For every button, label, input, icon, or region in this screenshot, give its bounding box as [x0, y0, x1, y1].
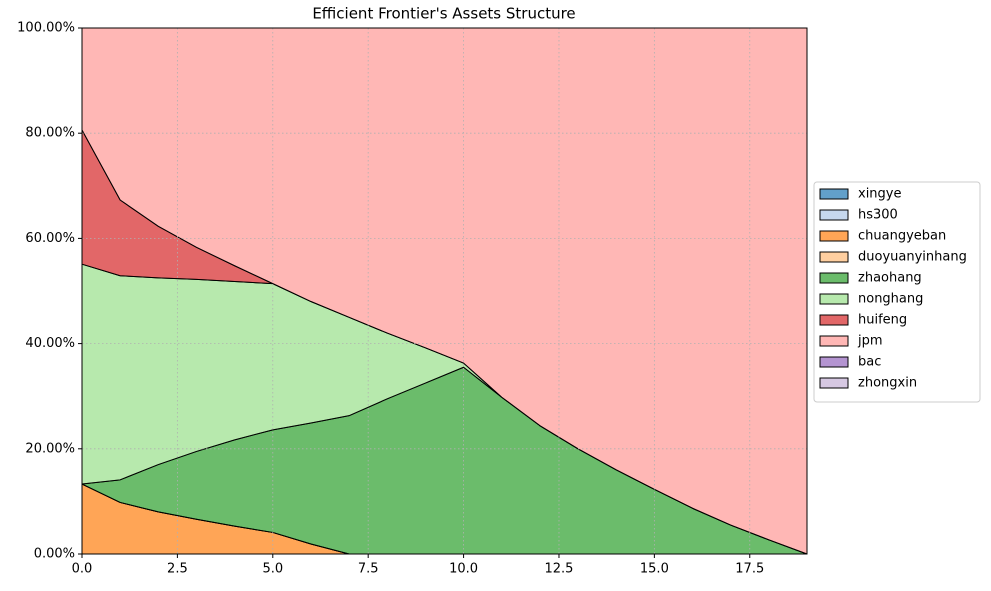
legend-swatch — [819, 314, 849, 326]
x-tick-label: 5.0 — [262, 562, 283, 577]
legend-box — [813, 181, 981, 403]
y-tick-label: 100.00% — [17, 21, 75, 36]
x-tick-label: 15.0 — [640, 562, 669, 577]
plot-frame — [81, 27, 808, 555]
y-tick-label: 60.00% — [25, 231, 75, 246]
x-tick-label: 17.5 — [735, 562, 764, 577]
y-tick-label: 40.00% — [25, 336, 75, 351]
legend-swatch — [819, 209, 849, 221]
legend-swatch — [819, 230, 849, 242]
legend-label: duoyuanyinhang — [858, 250, 967, 265]
x-tick-label: 10.0 — [449, 562, 478, 577]
legend-swatch — [819, 377, 849, 389]
x-tick-label: 2.5 — [167, 562, 188, 577]
legend-label: zhongxin — [858, 376, 917, 391]
legend-label: hs300 — [858, 208, 898, 223]
x-tick-label: 0.0 — [72, 562, 93, 577]
x-tick-label: 7.5 — [358, 562, 379, 577]
legend-swatch — [819, 356, 849, 368]
chart-title: Efficient Frontier's Assets Structure — [312, 5, 575, 23]
legend-label: jpm — [857, 334, 883, 349]
legend-label: xingye — [858, 187, 902, 202]
y-tick-label: 20.00% — [25, 441, 75, 456]
x-tick-label: 12.5 — [544, 562, 573, 577]
legend-swatch — [819, 188, 849, 200]
legend-label: bac — [858, 355, 881, 370]
legend-swatch — [819, 335, 849, 347]
y-tick-label: 0.00% — [34, 547, 75, 562]
legend-label: chuangyeban — [858, 229, 946, 244]
legend-label: zhaohang — [858, 271, 922, 286]
y-tick-label: 80.00% — [25, 126, 75, 141]
legend-swatch — [819, 293, 849, 305]
legend-swatch — [819, 272, 849, 284]
legend-label: huifeng — [858, 313, 907, 328]
legend-swatch — [819, 251, 849, 263]
legend-label: nonghang — [858, 292, 923, 307]
